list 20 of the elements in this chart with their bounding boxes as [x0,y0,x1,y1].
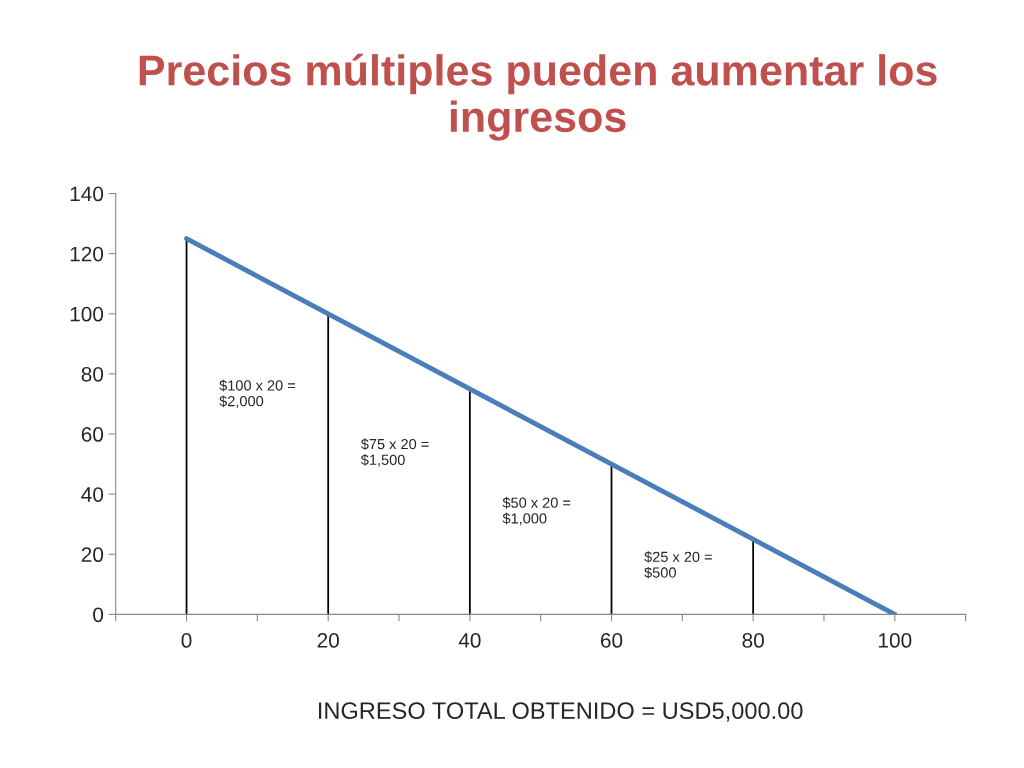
y-tick-label: 120 [70,246,104,262]
y-tick-label: 140 [70,186,104,202]
y-tick-label: 40 [81,487,104,502]
y-tick-label: 60 [81,427,104,442]
x-tick-label: 100 [879,633,912,648]
x-tick-label: 20 [317,633,339,648]
y-tick-label: 100 [70,306,104,322]
annotation: $100 x 20 = $2,000 [219,379,296,409]
x-tick-label: 80 [742,633,764,648]
x-tick-label: 0 [181,633,192,648]
annotation: $25 x 20 = $500 [644,551,712,579]
y-tick-label: 80 [81,366,104,382]
text: INGRESO TOTAL OBTENIDO = USD5,000.00 [319,702,803,722]
annotation: $50 x 20 = $1,000 [502,496,571,526]
x-tick-label: 40 [458,633,481,648]
chart-title: Precios múltiples pueden aumentar los ingresos [139,53,937,141]
y-tick-label: 0 [93,607,104,623]
y-tick-label: 20 [81,547,104,563]
annotation: $75 x 20 = $1,500 [360,438,429,467]
x-tick-label: 60 [600,633,623,648]
